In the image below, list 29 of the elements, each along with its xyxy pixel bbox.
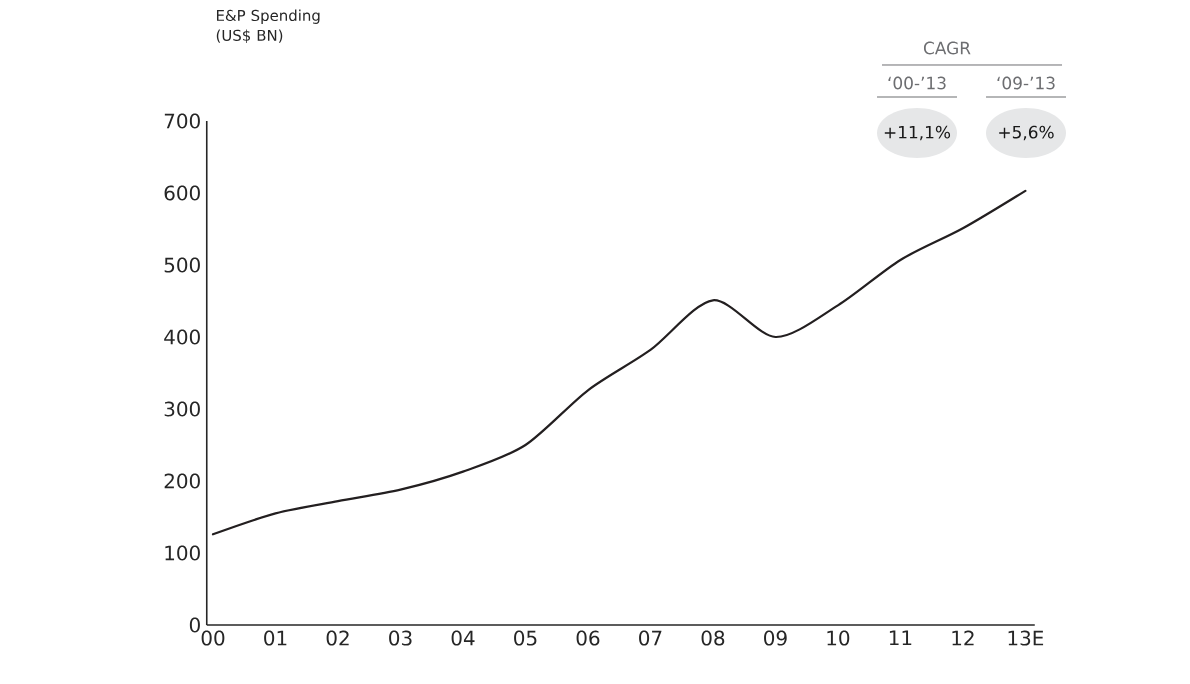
y-tick-label: 100 <box>165 545 200 561</box>
x-tick-label: 05 <box>514 630 537 646</box>
y-axis-title: E&P Spending (US$ BN) <box>216 9 320 43</box>
y-tick-label: 500 <box>164 257 200 273</box>
y-tick-label: 200 <box>164 473 200 489</box>
text: ‘09-’13 <box>997 76 1055 90</box>
x-tick-label: 06 <box>576 630 600 646</box>
x-tick-label: 08 <box>701 630 725 646</box>
x-tick-label: 03 <box>389 630 412 646</box>
x-tick-label: 04 <box>451 630 475 646</box>
x-tick-label: 10 <box>827 630 850 646</box>
annotation: +11,1% <box>884 125 951 141</box>
x-tick-label: 00 <box>201 630 225 646</box>
x-tick-label: 13E <box>1008 630 1044 646</box>
annotation: +5,6% <box>999 125 1054 141</box>
y-tick-label: 300 <box>164 401 200 417</box>
line-series <box>211 189 1027 536</box>
x-tick-label: 11 <box>889 630 912 646</box>
y-tick-label: 400 <box>164 329 200 345</box>
x-tick-label: 02 <box>326 630 349 646</box>
y-tick-label: 700 <box>164 113 200 129</box>
y-tick-label: 600 <box>164 185 200 201</box>
x-tick-label: 07 <box>639 630 662 646</box>
text: ‘00-’13 <box>888 76 946 90</box>
x-tick-label: 12 <box>952 630 974 646</box>
text: CAGR <box>923 41 971 55</box>
x-tick-label: 01 <box>264 630 287 646</box>
y-tick-label: 0 <box>189 617 200 633</box>
x-tick-label: 09 <box>764 630 787 646</box>
